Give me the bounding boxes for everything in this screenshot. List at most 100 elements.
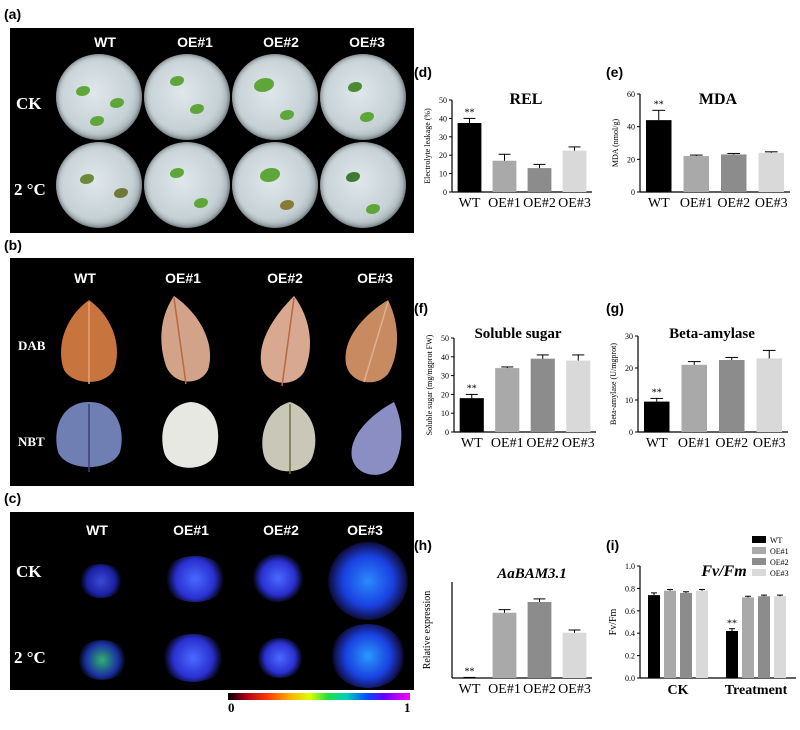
- y-tick-label: 0: [443, 188, 447, 197]
- plantlet: [280, 200, 294, 210]
- plantlet: [346, 172, 360, 182]
- y-tick-label: 0: [629, 428, 633, 437]
- bar-wt: [646, 120, 672, 192]
- plantlet: [110, 98, 124, 108]
- bar-oe-2: [721, 154, 747, 192]
- chart-title: Fv/Fm: [700, 563, 746, 580]
- colorbar: [228, 693, 410, 700]
- leaf-nbt-wt: [56, 402, 122, 472]
- row-label-ck: CK: [16, 562, 42, 581]
- row-label-ck: CK: [16, 94, 42, 113]
- panel-label-d: (d): [414, 64, 432, 80]
- panel-label-f: (f): [414, 300, 428, 316]
- chart-title: Beta-amylase: [669, 326, 755, 342]
- panel-label-i: (i): [606, 537, 620, 553]
- col-label-oe3: OE#3: [347, 522, 383, 538]
- y-tick-label: 20: [627, 155, 635, 164]
- y-tick-label: 0: [631, 188, 635, 197]
- legend-swatch: [752, 569, 766, 576]
- panel-label-a: (a): [4, 6, 22, 22]
- panel-c-photo: WT OE#1 OE#2 OE#3 CK 2 °C: [10, 512, 414, 690]
- y-tick-label: 0.2: [625, 652, 635, 661]
- fluorescence-plant: [252, 554, 304, 602]
- plantlet: [280, 110, 294, 120]
- plantlet: [254, 78, 274, 92]
- petri-dish: [144, 142, 230, 228]
- plantlet: [90, 116, 104, 126]
- y-tick-label: 10: [441, 409, 449, 418]
- y-axis-label: Relative expression: [422, 591, 433, 670]
- y-tick-label: 0.8: [625, 584, 635, 593]
- fluorescence-plant: [256, 638, 304, 678]
- y-tick-label: 30: [441, 372, 449, 381]
- y-tick-label: 40: [439, 114, 447, 123]
- chart-aabam31: AaBAM3.1 Relative expression WT ** OE#1 OE#2 O…: [422, 566, 592, 697]
- y-tick-label: 20: [625, 364, 633, 373]
- y-axis-label: Fv/Fm: [608, 608, 619, 635]
- fluorescence-plant: [78, 564, 124, 598]
- plantlet: [348, 82, 362, 92]
- y-axis-label: MDA (nmol/g): [611, 119, 620, 168]
- bar-oe-3: [562, 632, 587, 678]
- plantlet: [76, 86, 90, 96]
- bar-oe-2: [527, 168, 552, 192]
- y-axis-label: Soluble sugar (mg/mgprot FW): [425, 334, 434, 435]
- plantlet: [114, 188, 128, 198]
- bar-oe-3: [758, 152, 784, 192]
- y-axis-label: Electrolyte leakage (%): [423, 108, 432, 184]
- col-label-wt: WT: [94, 34, 116, 50]
- y-tick-label: 20: [441, 390, 449, 399]
- petri-dish: [56, 142, 142, 228]
- x-tick-label: OE#1: [488, 196, 521, 211]
- significance-marker: **: [654, 99, 664, 110]
- col-label-oe1: OE#1: [165, 270, 201, 286]
- petri-dish: [144, 54, 230, 140]
- bar-oe-2-ck: [680, 592, 692, 678]
- y-tick-label: 0.6: [625, 607, 635, 616]
- chart-title: REL: [510, 91, 543, 108]
- bar-oe-2: [527, 601, 552, 678]
- legend-label: OE#3: [770, 569, 789, 578]
- bar-wt-treatment: [726, 630, 738, 678]
- bar-wt-ck: [648, 595, 660, 678]
- col-label-wt: WT: [86, 522, 108, 538]
- y-tick-label: 20: [439, 151, 447, 160]
- bar-oe-2: [719, 360, 745, 432]
- fluorescence-plant: [160, 634, 226, 682]
- bar-oe-1: [492, 160, 517, 192]
- significance-marker: **: [467, 383, 477, 394]
- panel-label-b: (b): [4, 237, 22, 253]
- colorbar-min-label: 0: [228, 700, 235, 715]
- chart-title: MDA: [699, 91, 738, 108]
- panel-label-h: (h): [414, 537, 432, 553]
- x-tick-label: OE#1: [680, 196, 713, 211]
- plantlet: [260, 168, 280, 182]
- panel-label-c: (c): [4, 490, 22, 506]
- fluorescence-plant: [76, 640, 128, 680]
- x-tick-label: OE#1: [488, 682, 521, 697]
- bar-oe-3: [756, 358, 782, 432]
- y-tick-label: 30: [625, 332, 633, 341]
- chart-soluble-sugar: Soluble sugar 0 10 20 30 40 50 Soluble sugar (m…: [425, 326, 596, 451]
- fluorescence-plant: [328, 542, 408, 620]
- leaf-dab-oe3: [345, 300, 398, 383]
- petri-dish: [320, 54, 406, 140]
- y-tick-label: 0.0: [625, 674, 635, 683]
- y-tick-label: 40: [627, 123, 635, 132]
- bar-oe-3: [562, 150, 587, 192]
- bar-oe-1-ck: [664, 590, 676, 678]
- row-label-2c: 2 °C: [14, 180, 46, 199]
- y-axis-label: Beta-amylase (U/mgprot): [609, 343, 618, 425]
- bar-oe-1-treatment: [742, 597, 754, 678]
- x-tick-label: OE#1: [491, 436, 524, 451]
- fluorescence-plant: [330, 624, 406, 688]
- bar-wt: [644, 401, 670, 432]
- significance-marker: **: [727, 619, 737, 630]
- leaf-dab-oe2: [260, 296, 310, 387]
- leaf-nbt-oe1: [162, 402, 219, 468]
- x-tick-label: WT: [461, 436, 483, 451]
- x-tick-label: OE#3: [562, 436, 595, 451]
- plantlet: [80, 174, 94, 184]
- chart-fvfm: Fv/Fm 0.0 0.2 0.4 0.6 0.8 1.0 Fv/Fm CK ** Treatmen…: [608, 536, 796, 698]
- fluorescence-plant: [162, 556, 228, 602]
